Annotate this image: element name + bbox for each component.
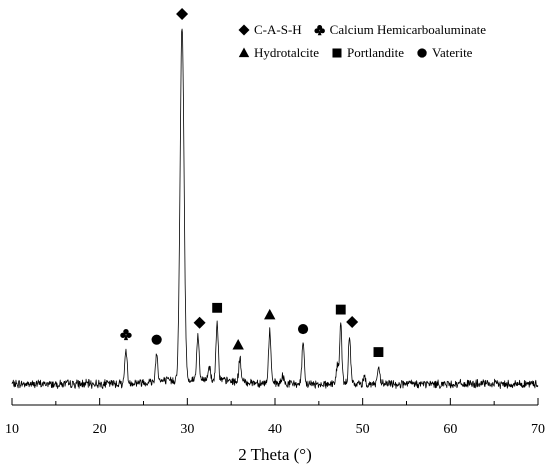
square-peak-marker <box>335 304 346 315</box>
x-axis-ticks: 10 20 30 40 50 60 70 <box>5 398 545 437</box>
legend-label: Vaterite <box>432 45 473 60</box>
x-tick-label: 40 <box>268 422 282 437</box>
legend-diamond-marker <box>238 24 250 36</box>
legend-label: Portlandite <box>347 45 404 60</box>
legend-club-marker <box>314 25 325 36</box>
legend-square-marker <box>332 48 342 58</box>
x-axis-title: 2 Theta (°) <box>238 445 312 464</box>
plot-area <box>11 28 539 389</box>
circle-peak-marker <box>297 323 309 335</box>
x-tick-label: 60 <box>443 422 457 437</box>
x-tick-label: 50 <box>356 422 370 437</box>
x-tick-label: 70 <box>531 422 545 437</box>
legend-circle-marker <box>417 48 427 58</box>
legend-label: Hydrotalcite <box>254 45 319 60</box>
x-tick-label: 30 <box>180 422 194 437</box>
legend: C-A-S-H Calcium Hemicarboaluminate Hydrota… <box>238 22 487 60</box>
peak-annotations <box>120 8 384 357</box>
diamond-peak-marker <box>176 8 189 20</box>
diamond-peak-marker <box>346 315 359 328</box>
triangle-peak-marker <box>232 338 244 350</box>
square-peak-marker <box>212 302 223 313</box>
square-peak-marker <box>373 347 384 357</box>
circle-peak-marker <box>151 334 162 345</box>
x-tick-label: 20 <box>93 422 107 437</box>
diamond-peak-marker <box>193 316 206 329</box>
legend-label: Calcium Hemicarboaluminate <box>330 22 487 37</box>
legend-triangle-marker <box>238 47 250 58</box>
triangle-peak-marker <box>264 308 276 320</box>
legend-label: C-A-S-H <box>254 22 302 37</box>
x-tick-label: 10 <box>5 422 19 437</box>
xrd-pattern-line <box>11 28 539 389</box>
club-peak-marker <box>120 328 132 341</box>
